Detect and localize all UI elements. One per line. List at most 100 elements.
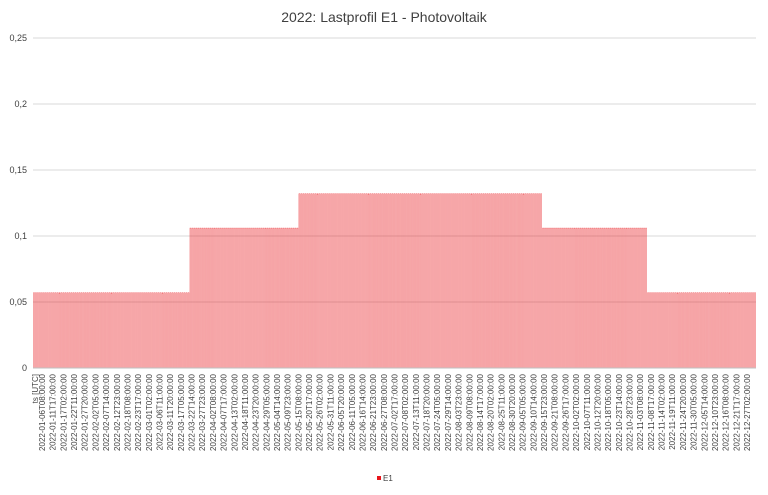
bar xyxy=(205,227,208,369)
bar xyxy=(613,227,616,369)
bar xyxy=(233,227,235,369)
bar xyxy=(746,292,748,369)
bar xyxy=(395,193,398,369)
bar xyxy=(43,292,45,369)
bar xyxy=(692,292,695,369)
bar xyxy=(219,227,221,369)
bar xyxy=(669,292,671,369)
bar xyxy=(362,193,364,369)
bar xyxy=(698,292,701,369)
bar xyxy=(665,292,667,369)
bar xyxy=(690,292,693,369)
bar xyxy=(502,193,505,369)
bar xyxy=(478,193,481,369)
bar xyxy=(156,292,158,369)
bar xyxy=(591,227,594,369)
bar xyxy=(508,193,511,369)
bar xyxy=(601,227,604,369)
bar xyxy=(344,193,346,369)
bar xyxy=(326,193,328,369)
bar xyxy=(585,227,588,369)
bar xyxy=(595,227,598,369)
bar xyxy=(270,227,273,369)
bar xyxy=(399,193,402,369)
bar xyxy=(389,193,392,369)
bar xyxy=(684,292,687,369)
bar xyxy=(419,193,422,369)
bar xyxy=(447,193,449,369)
bar xyxy=(583,227,586,369)
bar xyxy=(530,193,532,369)
bar xyxy=(332,193,334,369)
bar xyxy=(411,193,414,369)
bar xyxy=(575,227,578,369)
bar xyxy=(480,193,483,369)
bar xyxy=(453,193,455,369)
bar xyxy=(609,227,612,369)
bar xyxy=(742,292,744,369)
x-tick-label: 2022-10-02T02:00:00 xyxy=(572,373,581,451)
bar xyxy=(476,193,479,369)
bar xyxy=(379,193,382,369)
bar xyxy=(403,193,406,369)
bar xyxy=(639,227,641,369)
x-tick-label: 2022-07-02T17:00:00 xyxy=(391,373,400,451)
bar xyxy=(165,292,168,369)
bar xyxy=(181,292,184,369)
bar xyxy=(257,227,259,369)
bar xyxy=(413,193,416,369)
bar xyxy=(59,292,61,369)
bar xyxy=(623,227,626,369)
bar xyxy=(150,292,152,369)
bar xyxy=(308,193,311,369)
bar xyxy=(712,292,715,369)
bar xyxy=(223,227,225,369)
bar xyxy=(437,193,439,369)
bar xyxy=(629,227,631,369)
bar xyxy=(175,292,178,369)
x-tick-label: 2022-10-28T23:00:00 xyxy=(626,373,635,451)
x-tick-label: 2022-02-07T14:00:00 xyxy=(102,373,111,451)
bar xyxy=(322,193,324,369)
bar xyxy=(534,193,536,369)
bar xyxy=(643,227,645,369)
bar xyxy=(740,292,742,369)
bar xyxy=(366,193,368,369)
bar xyxy=(225,227,227,369)
bar xyxy=(752,292,754,369)
x-tick-label: 2022-06-16T14:00:00 xyxy=(358,373,367,451)
bar xyxy=(231,227,233,369)
x-tick-label: 2022-10-07T11:00:00 xyxy=(583,373,592,450)
bar xyxy=(251,227,253,369)
bar xyxy=(90,292,93,369)
bar xyxy=(371,193,374,369)
bar xyxy=(615,227,618,369)
bar xyxy=(744,292,746,369)
bar xyxy=(189,227,192,369)
bar xyxy=(369,193,372,369)
bar xyxy=(318,193,320,369)
bar xyxy=(171,292,174,369)
bar xyxy=(310,193,313,369)
x-tick-label: 2022-10-12T20:00:00 xyxy=(593,373,602,451)
bar xyxy=(259,227,261,369)
bar xyxy=(560,227,562,369)
bar xyxy=(716,292,719,369)
bar xyxy=(193,227,196,369)
bar xyxy=(146,292,148,369)
bar xyxy=(284,227,287,369)
x-tick-label: 2022-09-10T14:00:00 xyxy=(529,373,538,451)
bar xyxy=(118,292,120,369)
x-tick-label: 2022-03-27T23:00:00 xyxy=(198,373,207,451)
bar xyxy=(540,193,542,369)
bar xyxy=(520,193,523,369)
bar xyxy=(66,292,69,369)
x-tick-label: 2022-08-14T17:00:00 xyxy=(476,373,485,451)
bar xyxy=(427,193,429,369)
bar xyxy=(296,227,299,369)
bar xyxy=(558,227,560,369)
x-tick-label: 2022-06-11T05:00:00 xyxy=(348,373,357,450)
bar xyxy=(686,292,689,369)
bar xyxy=(122,292,124,369)
bar xyxy=(201,227,204,369)
